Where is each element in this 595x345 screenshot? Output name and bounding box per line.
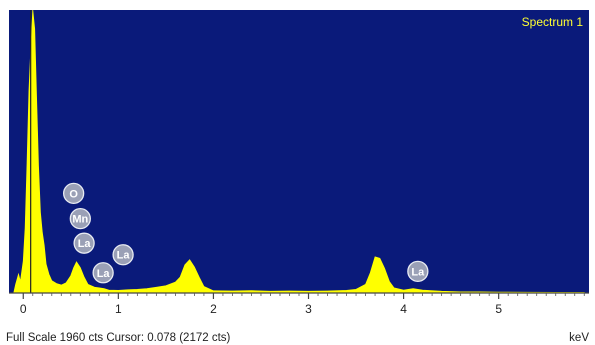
spectrum-area <box>13 9 585 294</box>
x-axis-unit: keV <box>569 332 589 344</box>
element-marker-label: La <box>78 238 92 250</box>
x-tick-label: 0 <box>20 302 27 316</box>
x-tick-label: 3 <box>305 302 312 316</box>
x-tick-label: 5 <box>495 302 502 316</box>
element-marker-label: La <box>117 250 131 262</box>
element-marker-label: Mn <box>72 214 88 226</box>
element-marker: La <box>407 260 429 282</box>
x-tick-label: 2 <box>210 302 217 316</box>
element-marker: Mn <box>69 207 91 230</box>
element-marker: O <box>63 182 85 205</box>
element-marker-circle <box>407 260 429 282</box>
status-readout: Full Scale 1960 cts Cursor: 0.078 (2172 … <box>6 332 231 344</box>
element-marker-circle <box>92 262 114 284</box>
element-marker-circle <box>69 207 91 230</box>
element-marker-label: La <box>411 266 425 278</box>
element-marker: La <box>112 244 134 266</box>
legend-spectrum-label: Spectrum 1 <box>522 15 584 29</box>
element-marker: La <box>92 262 114 284</box>
element-marker-circle <box>112 244 134 266</box>
plot-area <box>9 10 589 293</box>
x-tick-label: 1 <box>115 302 122 316</box>
x-tick-label: 4 <box>400 302 407 316</box>
element-marker: La <box>73 232 95 254</box>
element-marker-label: O <box>69 188 78 200</box>
element-marker-circle <box>63 182 85 205</box>
element-marker-circle <box>73 232 95 254</box>
element-marker-label: La <box>97 268 111 280</box>
